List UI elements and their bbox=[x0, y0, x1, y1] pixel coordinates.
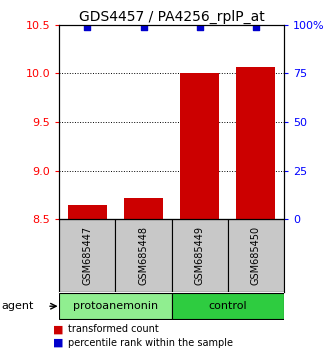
Text: control: control bbox=[208, 301, 247, 311]
Text: protoanemonin: protoanemonin bbox=[73, 301, 158, 311]
Point bbox=[253, 24, 258, 29]
Text: agent: agent bbox=[2, 301, 34, 311]
Bar bbox=[236, 67, 275, 219]
Bar bbox=[172, 219, 228, 292]
Bar bbox=[180, 74, 219, 219]
Text: percentile rank within the sample: percentile rank within the sample bbox=[68, 338, 233, 348]
Bar bbox=[172, 293, 284, 319]
Text: GSM685449: GSM685449 bbox=[195, 226, 205, 285]
Point bbox=[85, 24, 90, 29]
Title: GDS4457 / PA4256_rplP_at: GDS4457 / PA4256_rplP_at bbox=[79, 10, 264, 24]
Bar bbox=[228, 219, 284, 292]
Text: GSM685448: GSM685448 bbox=[139, 226, 148, 285]
Text: transformed count: transformed count bbox=[68, 324, 158, 335]
Bar bbox=[68, 205, 107, 219]
Bar bbox=[124, 198, 163, 219]
Point bbox=[141, 24, 146, 29]
Text: ■: ■ bbox=[53, 338, 63, 348]
Text: GSM685447: GSM685447 bbox=[82, 226, 92, 285]
Bar bbox=[59, 293, 172, 319]
Point bbox=[197, 24, 202, 29]
Text: ■: ■ bbox=[53, 324, 63, 335]
Bar bbox=[59, 219, 116, 292]
Bar bbox=[115, 219, 172, 292]
Text: GSM685450: GSM685450 bbox=[251, 226, 261, 285]
